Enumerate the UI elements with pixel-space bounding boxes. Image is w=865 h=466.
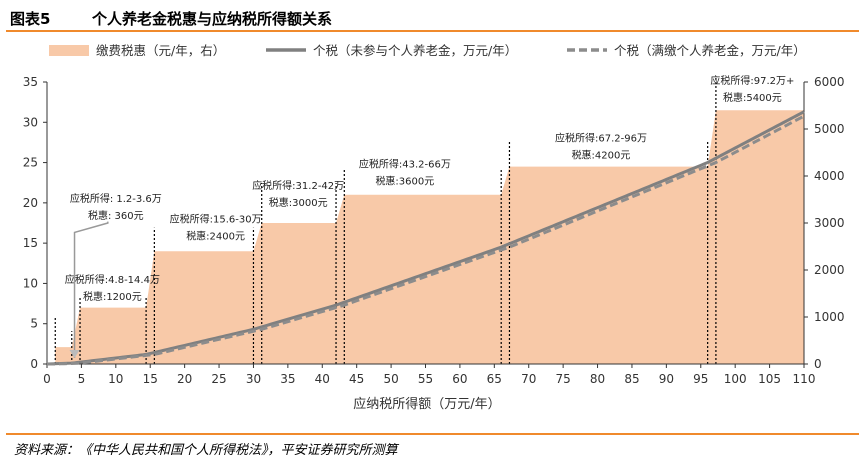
annotation-range-5: 应税所得:67.2-96万 xyxy=(555,132,647,145)
annotation-range-2: 应税所得:15.6-30万 xyxy=(170,213,262,226)
x-tick-label-1: 5 xyxy=(78,372,86,386)
x-tick-label-22: 110 xyxy=(793,372,816,386)
tax-line-full-pension xyxy=(47,114,805,366)
left-tick-label-2: 10 xyxy=(23,276,38,290)
tax-benefit-area-path xyxy=(47,110,804,364)
annotation-range-4: 应税所得:43.2-66万 xyxy=(359,158,451,171)
x-axis-title: 应纳税所得额（万元/年） xyxy=(353,396,500,412)
x-tick-label-11: 55 xyxy=(418,372,433,386)
source-note: 资料来源：《中华人民共和国个人所得税法》，平安证券研究所测算 xyxy=(14,443,398,458)
annotation-benefit-1: 税惠:1200元 xyxy=(83,290,142,303)
x-tick-label-19: 95 xyxy=(693,372,708,386)
annotation-benefit-4: 税惠:3600元 xyxy=(375,175,434,188)
annotation-range-0: 应税所得: 1.2-3.6万 xyxy=(70,192,162,205)
x-tick-label-17: 85 xyxy=(624,372,639,386)
x-tick-label-3: 15 xyxy=(143,372,158,386)
x-tick-label-0: 0 xyxy=(43,372,51,386)
callout-arrow-line xyxy=(73,221,109,358)
right-tick-label-3: 3000 xyxy=(814,216,845,230)
left-tick-label-0: 0 xyxy=(30,357,38,371)
x-tick-label-20: 100 xyxy=(724,372,747,386)
x-tick-label-2: 10 xyxy=(108,372,123,386)
axes: 0 5 10 15 20 25 30 35 40 45 50 55 60 65 70 75 80 85 90 95 10… xyxy=(23,75,845,386)
left-tick-label-6: 30 xyxy=(23,115,38,129)
bracket-dividers xyxy=(54,77,717,364)
annotation-benefit-0: 税惠: 360元 xyxy=(88,209,144,222)
x-tick-label-8: 40 xyxy=(315,372,330,386)
x-tick-label-9: 45 xyxy=(349,372,364,386)
tax-line-no-pension xyxy=(46,110,805,366)
legend-label-tax-full-pension: 个税（满缴个人养老金，万元/年） xyxy=(614,43,806,58)
x-tick-label-18: 90 xyxy=(659,372,674,386)
right-tick-label-4: 4000 xyxy=(814,169,845,183)
x-tick-label-4: 20 xyxy=(177,372,192,386)
x-tick-label-12: 60 xyxy=(452,372,467,386)
x-tick-label-10: 50 xyxy=(383,372,398,386)
x-tick-label-14: 70 xyxy=(521,372,536,386)
x-tick-label-6: 30 xyxy=(246,372,261,386)
x-tick-label-21: 105 xyxy=(758,372,781,386)
right-tick-label-6: 6000 xyxy=(814,75,845,89)
chart-legend: 缴费税惠（元/年，右） 个税（未参与个人养老金，万元/年） 个税（满缴个人养老金… xyxy=(49,43,806,58)
left-tick-label-3: 15 xyxy=(23,236,38,250)
x-tick-label-13: 65 xyxy=(487,372,502,386)
right-tick-label-0: 0 xyxy=(814,357,822,371)
x-tick-label-16: 80 xyxy=(590,372,605,386)
right-tick-label-5: 5000 xyxy=(814,122,845,136)
header-rule xyxy=(6,30,859,32)
tax-benefit-area xyxy=(47,110,804,364)
figure-number: 图表5 xyxy=(10,10,51,28)
x-tick-label-5: 25 xyxy=(211,372,226,386)
legend-label-tax-no-pension: 个税（未参与个人养老金，万元/年） xyxy=(313,43,517,58)
tax-lines xyxy=(46,110,805,366)
left-tick-label-7: 35 xyxy=(23,75,38,89)
annotation-range-6: 应税所得:97.2万+ xyxy=(710,74,794,87)
chart: 缴费税惠（元/年，右） 个税（未参与个人养老金，万元/年） 个税（满缴个人养老金… xyxy=(23,43,845,412)
footer-rule xyxy=(6,433,859,435)
legend-label-tax-benefit: 缴费税惠（元/年，右） xyxy=(96,43,225,58)
left-tick-label-5: 25 xyxy=(23,156,38,170)
annotation-benefit-3: 税惠:3000元 xyxy=(269,196,328,209)
x-tick-label-7: 35 xyxy=(280,372,295,386)
annotation-benefit-2: 税惠:2400元 xyxy=(186,230,245,243)
annotation-benefit-5: 税惠:4200元 xyxy=(572,149,631,162)
right-tick-label-1: 1000 xyxy=(814,310,845,324)
figure-header: 图表5 个人养老金税惠与应纳税所得额关系 xyxy=(6,4,859,30)
figure-title: 个人养老金税惠与应纳税所得额关系 xyxy=(92,10,333,28)
annotation-range-1: 应税所得:4.8-14.4万 xyxy=(65,273,160,286)
left-tick-label-1: 5 xyxy=(30,317,38,331)
callout-arrow-head xyxy=(69,350,80,358)
annotation-range-3: 应税所得:31.2-42万 xyxy=(252,179,344,192)
left-tick-label-4: 20 xyxy=(23,196,38,210)
legend-swatch-tax-benefit xyxy=(49,45,89,56)
right-tick-label-2: 2000 xyxy=(814,263,845,277)
x-tick-label-15: 75 xyxy=(555,372,570,386)
annotation-benefit-6: 税惠:5400元 xyxy=(723,91,782,104)
